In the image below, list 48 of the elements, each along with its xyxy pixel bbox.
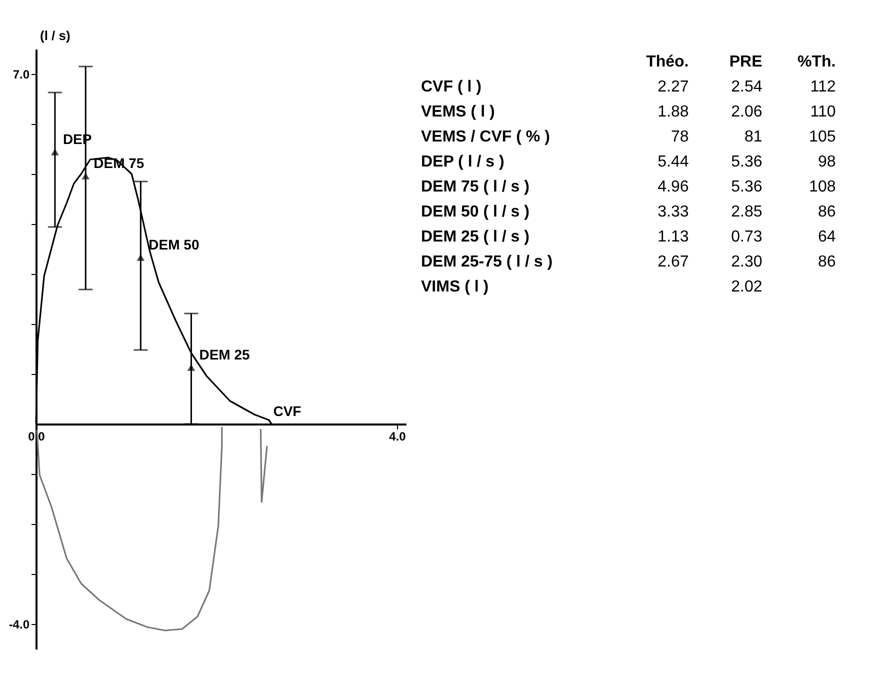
text: 98 bbox=[818, 154, 836, 170]
text: 5.44 bbox=[658, 154, 689, 170]
category-label: DEM 25 ( l / s ) bbox=[421, 228, 530, 246]
text: 2.85 bbox=[731, 204, 762, 220]
point bbox=[136, 254, 145, 261]
y-axis-title: (l / s) bbox=[40, 28, 70, 43]
text: 3.33 bbox=[658, 204, 689, 220]
category-label: DEP ( l / s ) bbox=[421, 154, 504, 170]
category-label: PRE bbox=[729, 54, 763, 70]
text: 2.54 bbox=[731, 78, 762, 96]
point bbox=[187, 364, 196, 371]
text: 64 bbox=[818, 228, 836, 246]
text: 86 bbox=[818, 254, 836, 270]
text: 105 bbox=[809, 128, 836, 146]
category-label: VIMS ( l ) bbox=[421, 278, 489, 296]
annotation: CVF bbox=[273, 403, 302, 419]
text: 4.96 bbox=[658, 178, 689, 196]
text: 2.06 bbox=[731, 104, 762, 120]
point bbox=[82, 172, 90, 180]
category-label: DEM 75 ( l / s ) bbox=[421, 178, 530, 196]
y-tick-label: -4.0 bbox=[8, 618, 30, 632]
text: 2.27 bbox=[658, 78, 689, 96]
x-tick-label: 4.0 bbox=[389, 430, 406, 444]
category-label: VEMS ( l ) bbox=[421, 104, 495, 120]
point bbox=[51, 148, 59, 156]
text: 1.88 bbox=[658, 104, 689, 120]
text: 5.36 bbox=[731, 154, 762, 170]
text: 2.02 bbox=[731, 278, 762, 296]
category-label: %Th. bbox=[798, 54, 836, 70]
category-label: CVF ( l ) bbox=[421, 78, 482, 96]
category-label: DEM 50 ( l / s ) bbox=[421, 204, 530, 220]
y-tick-label: 7.0 bbox=[12, 68, 30, 82]
category-label: Théo. bbox=[646, 54, 689, 70]
text: 86 bbox=[818, 204, 836, 220]
text: 108 bbox=[809, 178, 836, 196]
annotation: DEM 25 bbox=[199, 346, 250, 362]
text: 112 bbox=[810, 78, 836, 96]
text: 110 bbox=[810, 104, 836, 120]
category-label: VEMS / CVF ( % ) bbox=[421, 128, 550, 146]
text: 0.73 bbox=[731, 228, 762, 246]
text: 2.67 bbox=[658, 254, 689, 270]
text: 78 bbox=[670, 128, 689, 146]
annotation: DEM 50 bbox=[148, 236, 200, 252]
text: 5.36 bbox=[731, 178, 762, 196]
category-label: DEM 25-75 ( l / s ) bbox=[421, 254, 553, 270]
text: 81 bbox=[744, 128, 762, 146]
text: 1.13 bbox=[658, 228, 689, 246]
text: 2.30 bbox=[731, 254, 762, 270]
